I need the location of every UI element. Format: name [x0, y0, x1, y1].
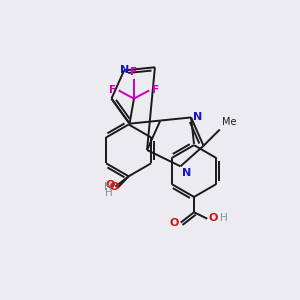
Text: O: O	[105, 180, 115, 190]
Text: O: O	[169, 218, 178, 228]
Text: H: H	[220, 213, 227, 223]
Text: H: H	[104, 182, 112, 192]
Text: N: N	[182, 168, 191, 178]
Text: F: F	[109, 85, 116, 95]
Text: N: N	[193, 112, 202, 122]
Text: N: N	[119, 65, 129, 75]
Text: F: F	[130, 67, 137, 77]
Text: Me: Me	[222, 117, 237, 127]
Text: O: O	[209, 213, 218, 223]
Text: H: H	[105, 188, 113, 198]
Text: F: F	[152, 85, 159, 95]
Text: O: O	[109, 182, 119, 193]
